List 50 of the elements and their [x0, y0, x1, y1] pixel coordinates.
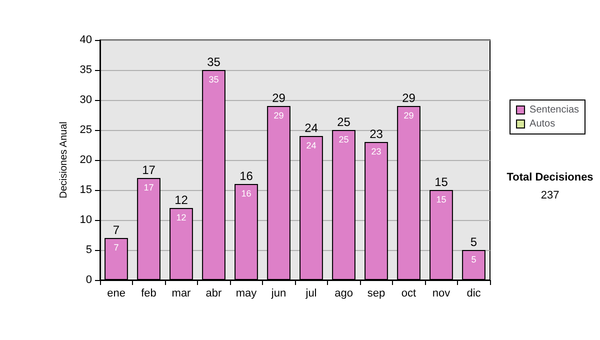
x-tick-label: ene	[107, 288, 126, 300]
x-tick-label: may	[236, 288, 258, 300]
total-label: 23	[370, 127, 384, 141]
x-tick-label: jul	[304, 288, 317, 300]
data-label: 29	[404, 110, 414, 120]
x-tick-label: sep	[367, 288, 386, 300]
data-label: 35	[208, 74, 219, 84]
total-label: 15	[434, 175, 448, 189]
y-tick-label: 10	[80, 214, 92, 226]
data-label: 17	[144, 182, 154, 192]
data-label: 23	[371, 146, 382, 156]
x-tick-label: ago	[334, 288, 353, 300]
x-tick-label: abr	[206, 288, 222, 300]
y-axis-title: Decisiones Anual	[58, 122, 70, 198]
legend-label: Sentencias	[530, 104, 580, 116]
total-label: 25	[337, 115, 351, 129]
total-label: 7	[112, 223, 120, 237]
total-label: 29	[402, 91, 416, 105]
data-label: 5	[471, 254, 476, 264]
x-tick-label: jun	[270, 288, 286, 300]
x-tick-label: oct	[401, 288, 416, 300]
data-label: 16	[241, 188, 252, 198]
x-tick-label: dic	[466, 288, 482, 300]
y-tick-label: 5	[86, 244, 92, 256]
total-label: 12	[174, 193, 188, 207]
x-tick-label: feb	[141, 288, 156, 300]
total-label: 5	[470, 235, 478, 249]
y-tick-label: 35	[80, 64, 92, 76]
text: Total Decisiones	[506, 172, 594, 184]
y-tick-label: 15	[80, 184, 92, 196]
text: 237	[540, 190, 560, 202]
y-tick-label: 20	[80, 154, 92, 166]
y-tick-label: 30	[80, 94, 92, 106]
x-tick-label: mar	[172, 288, 192, 300]
data-label: 25	[338, 134, 349, 144]
total-label: 35	[207, 55, 221, 69]
legend-label: Autos	[530, 118, 556, 130]
x-tick-label: nov	[432, 288, 451, 300]
total-label: 16	[240, 169, 254, 183]
total-label: 17	[142, 163, 156, 177]
total-label: 24	[304, 121, 318, 135]
data-label: 7	[114, 242, 119, 252]
data-label: 12	[176, 212, 186, 222]
y-tick-label: 40	[80, 34, 92, 46]
total-label: 29	[272, 91, 286, 105]
data-label: 24	[306, 140, 316, 150]
y-tick-label: 0	[86, 274, 92, 286]
data-label: 15	[436, 194, 446, 204]
data-label: 29	[274, 110, 284, 120]
y-tick-label: 25	[80, 124, 92, 136]
